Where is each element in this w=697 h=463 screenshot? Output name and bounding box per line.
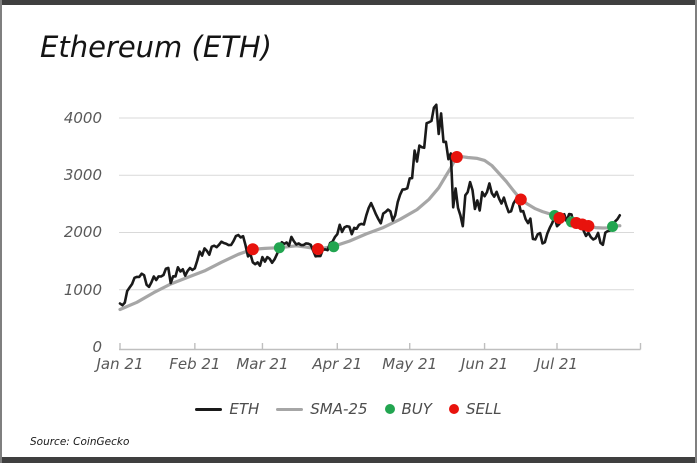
x-axis-tick-label: Mar 21 [236, 355, 289, 373]
sell-marker [246, 243, 259, 256]
legend-sell-label: SELL [465, 400, 502, 418]
eth-line-swatch [195, 407, 223, 411]
sma-line-swatch [276, 407, 304, 411]
y-axis-tick-label: 3000 [63, 166, 102, 184]
x-axis-tick-label: Jul 21 [536, 355, 578, 373]
x-axis-tick-label: Jun 21 [460, 355, 509, 373]
sell-marker [582, 220, 595, 233]
sell-marker [553, 212, 566, 225]
legend-item-sell: SELL [448, 400, 502, 418]
sell-marker [514, 193, 527, 206]
buy-marker [328, 241, 340, 253]
chart-title: Ethereum (ETH) [40, 30, 272, 64]
x-axis-tick-label: Apr 21 [312, 355, 363, 373]
sell-marker [450, 151, 463, 164]
sell-marker [311, 242, 324, 255]
legend-item-buy: BUY [384, 400, 432, 418]
x-axis-tick-label: May 21 [382, 355, 438, 373]
y-axis-tick-label: 2000 [63, 223, 102, 241]
y-axis-tick-label: 1000 [63, 281, 102, 299]
legend-sma-label: SMA-25 [310, 400, 368, 418]
buy-dot-swatch [384, 404, 395, 414]
y-axis-tick-label: 4000 [63, 109, 102, 127]
legend-eth-label: ETH [229, 400, 260, 418]
buy-marker [273, 242, 285, 254]
legend-buy-label: BUY [401, 400, 432, 418]
top-border-bar [2, 0, 695, 5]
x-axis-tick-label: Jan 21 [96, 355, 144, 373]
buy-marker [607, 220, 619, 232]
y-axis-tick-label: 0 [92, 338, 102, 356]
sell-dot-swatch [448, 404, 459, 414]
eth-line [118, 103, 622, 307]
legend-item-eth: ETH [195, 400, 259, 418]
source-note: Source: CoinGecko [30, 436, 130, 448]
legend-item-sma: SMA-25 [276, 400, 368, 418]
x-axis-tick-label: Feb 21 [169, 355, 221, 373]
legend: ETH SMA-25 BUY SELL [2, 398, 695, 420]
bottom-border-bar [2, 457, 695, 463]
